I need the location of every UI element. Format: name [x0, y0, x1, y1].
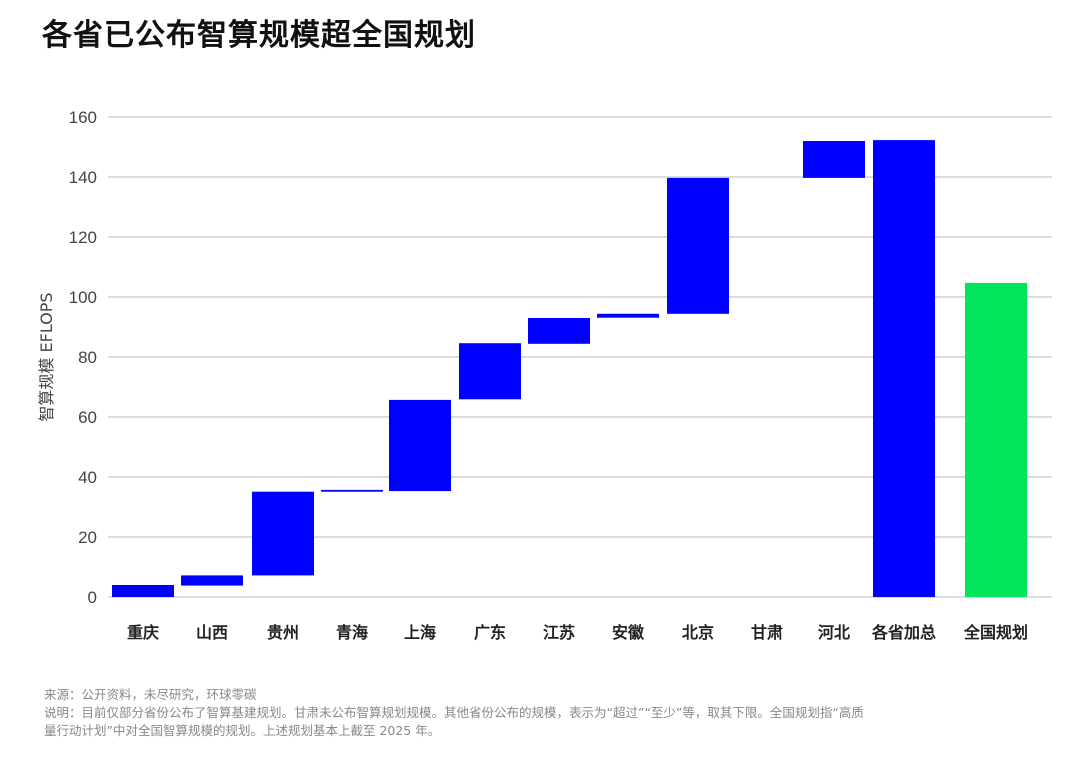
description-note-line2: 量行动计划”中对全国智算规模的规划。上述规划基本上截至 2025 年。 [44, 723, 441, 738]
bar-5 [389, 399, 451, 492]
x-tick-label: 山西 [196, 623, 228, 642]
x-tick-label: 江苏 [543, 623, 575, 642]
x-tick-label: 甘肃 [751, 623, 783, 642]
bar-6 [459, 343, 521, 400]
chart-title: 各省已公布智算规模超全国规划 [42, 18, 476, 53]
bar-11 [803, 141, 865, 178]
x-tick-label: 各省加总 [871, 623, 936, 642]
y-tick-label: 60 [78, 408, 97, 427]
x-tick-label: 北京 [682, 623, 714, 642]
y-tick-label: 0 [88, 588, 97, 607]
x-tick-label: 贵州 [267, 623, 299, 642]
y-axis-label: 智算规模 EFLOPS [37, 292, 56, 421]
x-tick-label: 河北 [818, 623, 850, 642]
bar-7 [528, 318, 590, 344]
y-tick-label: 20 [78, 528, 97, 547]
x-tick-label: 上海 [404, 623, 436, 642]
x-tick-label: 青海 [336, 623, 368, 642]
x-tick-label: 安徽 [612, 623, 645, 642]
source-note: 来源：公开资料，未尽研究，环球零碳 [44, 687, 257, 702]
y-tick-label: 140 [69, 168, 97, 187]
bar-1 [112, 585, 174, 597]
bar-4 [321, 489, 383, 492]
x-tick-label: 全国规划 [963, 623, 1028, 642]
y-tick-label: 120 [69, 228, 97, 247]
bar-12 [873, 140, 935, 597]
y-tick-label: 160 [69, 108, 97, 127]
bar-2 [181, 575, 243, 586]
bar-13 [965, 282, 1027, 597]
bar-9 [667, 177, 729, 314]
bar-3 [252, 491, 314, 576]
y-tick-label: 40 [78, 468, 97, 487]
bar-8 [597, 313, 659, 318]
description-note-line1: 说明：目前仅部分省份公布了智算基建规划。甘肃未公布智算规划规模。其他省份公布的规… [44, 705, 864, 720]
x-tick-label: 重庆 [127, 623, 159, 642]
x-tick-label: 广东 [474, 623, 506, 642]
y-tick-label: 100 [69, 288, 97, 307]
waterfall-chart: 0 20 40 60 80 100 120 140 160 智算规模 EFLOPS 重庆 山西 贵州 青海… [37, 108, 1052, 642]
y-tick-label: 80 [78, 348, 97, 367]
